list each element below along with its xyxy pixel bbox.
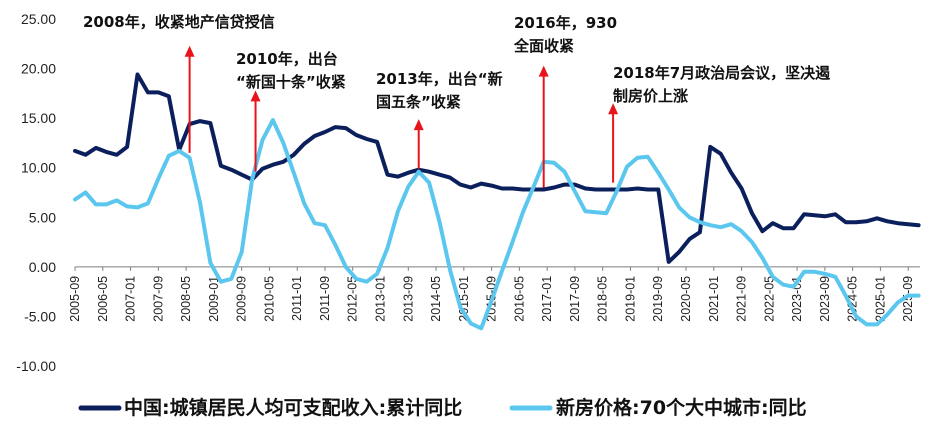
x-tick-label: 2023-09	[818, 276, 832, 322]
x-tick-label: 2019-09	[651, 276, 665, 322]
annotation-arrow-head	[538, 65, 549, 77]
annotation-text: 2013年，出台“新	[376, 70, 503, 88]
y-tick-label: 10.00	[21, 160, 56, 176]
annotation-arrow-head	[608, 103, 619, 115]
legend: 中国:城镇居民人均可支配收入:累计同比 新房价格:70个大中城市:同比	[78, 396, 807, 419]
legend-label-house-price: 新房价格:70个大中城市:同比	[556, 396, 807, 419]
x-tick-label: 2019-01	[623, 276, 637, 322]
y-tick-label: -5.00	[24, 308, 56, 324]
series-layer	[73, 72, 921, 331]
x-tick-label: 2020-05	[679, 276, 693, 322]
x-tick-label: 2018-05	[596, 276, 610, 322]
x-tick-label: 2025-01	[873, 276, 887, 322]
x-tick-label: 2016-05	[512, 276, 526, 322]
x-tick-label: 2021-09	[735, 276, 749, 322]
annotation-text: 制房价上涨	[613, 87, 688, 105]
x-tick-label: 2012-05	[346, 276, 360, 322]
annotation-text: 国五条”收紧	[376, 93, 461, 111]
y-tick-label: -10.00	[16, 358, 56, 374]
x-tick-label: 2022-05	[762, 276, 776, 322]
annotation-arrow-head	[250, 90, 261, 102]
annotation-arrow-head	[184, 45, 195, 57]
x-tick-label: 2011-01	[290, 276, 304, 321]
y-axis-ticks: 25.00 20.00 15.00 10.00 5.00 0.00 -5.00 -10.00	[16, 11, 56, 374]
series-line-house-price	[73, 118, 921, 331]
y-tick-label: 20.00	[21, 61, 56, 77]
x-axis-ticks: 2005-09 2006-05 2007-01 2007-09 2008-05 2009-…	[68, 266, 915, 322]
x-tick-label: 2009-09	[235, 276, 249, 322]
x-tick-label: 2005-09	[68, 276, 82, 322]
x-tick-label: 2013-01	[374, 276, 388, 322]
legend-label-income: 中国:城镇居民人均可支配收入:累计同比	[124, 396, 462, 419]
y-tick-label: 5.00	[29, 209, 56, 225]
x-tick-label: 2007-01	[124, 276, 138, 322]
y-tick-label: 0.00	[29, 259, 56, 275]
x-tick-label: 2007-09	[151, 276, 165, 322]
x-tick-label: 2010-05	[262, 276, 276, 322]
annotations: 2008年，收紧地产信贷授信 2010年，出台 “新国十条”收紧 2013年，出台“新…	[83, 13, 831, 188]
annotation-text: 2008年，收紧地产信贷授信	[83, 13, 275, 31]
y-tick-label: 25.00	[21, 11, 56, 27]
annotation-text: 2018年7月政治局会议，坚决遏	[613, 64, 831, 82]
x-tick-label: 2017-01	[540, 276, 554, 322]
annotation-4: 2016年，930 全面收紧	[513, 14, 617, 188]
annotation-text: 2016年，930	[514, 14, 617, 32]
x-tick-label: 2011-09	[318, 276, 332, 321]
annotation-1: 2008年，收紧地产信贷授信	[83, 13, 275, 153]
x-tick-label: 2024-05	[846, 276, 860, 322]
annotation-2: 2010年，出台 “新国十条”收紧	[236, 50, 346, 172]
x-tick-label: 2009-01	[207, 276, 221, 322]
x-tick-label: 2014-05	[429, 276, 443, 322]
x-tick-label: 2008-05	[179, 276, 193, 322]
x-tick-label: 2013-09	[401, 276, 415, 322]
annotation-text: 2010年，出台	[236, 50, 338, 68]
series-line-income	[73, 72, 921, 264]
x-tick-label: 2006-05	[96, 276, 110, 322]
x-tick-label: 2025-09	[901, 276, 915, 322]
x-tick-label: 2021-01	[707, 276, 721, 322]
annotation-text: “新国十条”收紧	[236, 73, 346, 91]
annotation-text: 全面收紧	[513, 37, 574, 55]
y-tick-label: 15.00	[21, 110, 56, 126]
annotation-arrow-head	[413, 119, 424, 131]
x-tick-label: 2017-09	[568, 276, 582, 322]
